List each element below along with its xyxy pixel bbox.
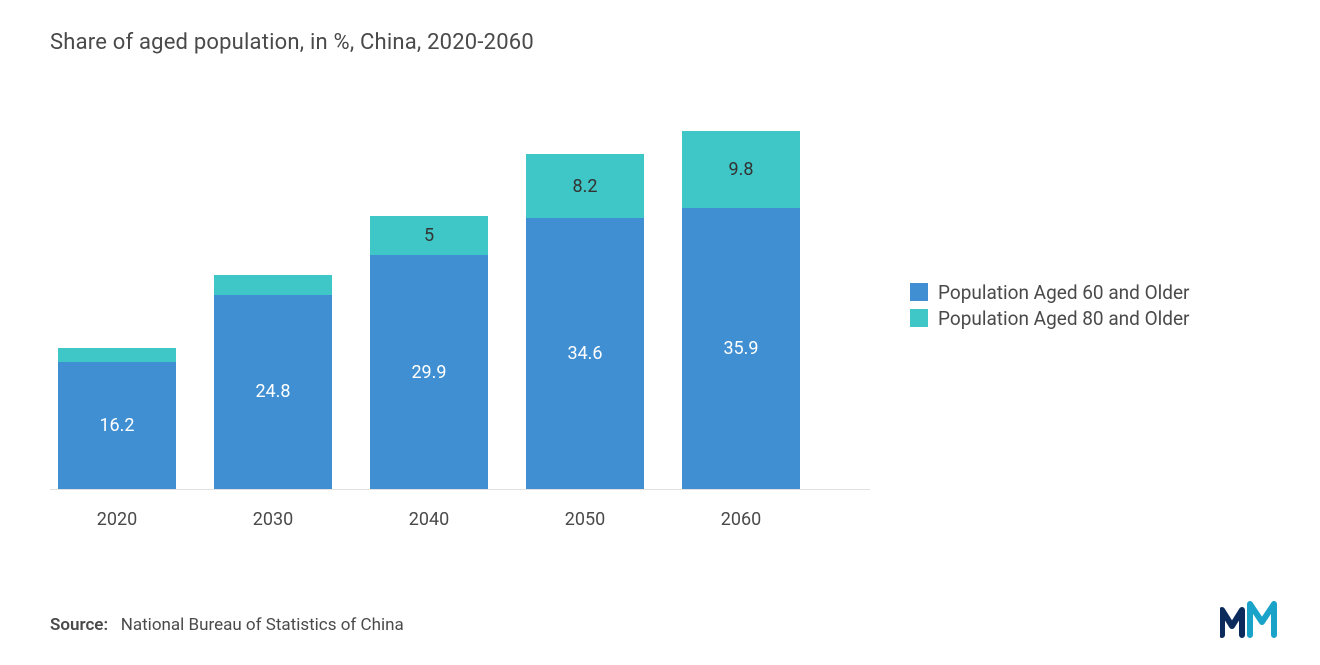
legend-label-60plus: Population Aged 60 and Older (938, 281, 1190, 304)
x-tick-label: 2050 (526, 509, 644, 530)
swatch-80plus (910, 309, 928, 327)
bar-segment-60plus: 35.9 (682, 208, 800, 489)
bar-stack: 35.99.8 (682, 131, 800, 489)
bar-segment-80plus: 5 (370, 216, 488, 255)
bar-segment-80plus: 8.2 (526, 154, 644, 218)
bar-stack: 24.8 (214, 275, 332, 489)
bar-column: 34.68.2 (526, 154, 644, 489)
legend-label-80plus: Population Aged 80 and Older (938, 307, 1190, 330)
bar-stacks: 16.2 24.8 29.95 34.68.2 35.99.8 (50, 130, 870, 490)
bar-stack: 34.68.2 (526, 154, 644, 489)
bar-stack: 29.95 (370, 216, 488, 489)
bar-segment-80plus (214, 275, 332, 295)
x-tick-label: 2020 (58, 509, 176, 530)
plot-area: 16.2 24.8 29.95 34.68.2 35.99.8 2020 2030 2040… (50, 100, 870, 530)
source-text: National Bureau of Statistics of China (121, 615, 404, 635)
bar-column: 16.2 (58, 348, 176, 489)
x-axis-labels: 2020 2030 2040 2050 2060 (50, 509, 870, 530)
x-tick-label: 2060 (682, 509, 800, 530)
chart-title: Share of aged population, in %, China, 2… (50, 30, 1270, 55)
bar-stack: 16.2 (58, 348, 176, 489)
brand-logo-icon (1220, 600, 1280, 640)
chart-body: 16.2 24.8 29.95 34.68.2 35.99.8 2020 2030 2040… (50, 65, 1270, 545)
bar-segment-80plus (58, 348, 176, 362)
source-line: Source: National Bureau of Statistics of… (50, 615, 404, 635)
bar-segment-60plus: 34.6 (526, 218, 644, 489)
chart-container: Share of aged population, in %, China, 2… (0, 0, 1320, 665)
bar-segment-60plus: 24.8 (214, 295, 332, 489)
bar-column: 29.95 (370, 216, 488, 489)
bar-segment-60plus: 29.9 (370, 255, 488, 489)
x-tick-label: 2030 (214, 509, 332, 530)
bar-column: 35.99.8 (682, 131, 800, 489)
bar-column: 24.8 (214, 275, 332, 489)
legend: Population Aged 60 and Older Population … (870, 278, 1270, 333)
swatch-60plus (910, 283, 928, 301)
legend-item-80plus: Population Aged 80 and Older (910, 307, 1270, 330)
source-label: Source: (50, 615, 108, 635)
legend-item-60plus: Population Aged 60 and Older (910, 281, 1270, 304)
bar-segment-60plus: 16.2 (58, 362, 176, 489)
bar-segment-80plus: 9.8 (682, 131, 800, 208)
x-tick-label: 2040 (370, 509, 488, 530)
